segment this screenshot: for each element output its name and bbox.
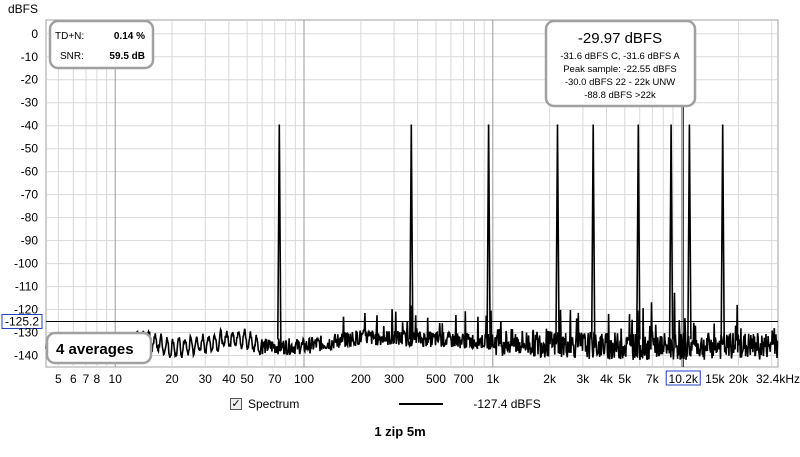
x-tick-label: 10 (109, 372, 123, 386)
noise-floor-trace (45, 292, 779, 361)
cursor-y-label: -125.2 (5, 314, 39, 328)
x-tick-label: 3k (577, 372, 591, 386)
legend-line-swatch (399, 403, 444, 405)
harmonic-peak (720, 124, 725, 340)
y-tick-label: -70 (21, 188, 39, 202)
cursor-x-label-box (665, 370, 701, 386)
harmonic-peak (409, 124, 414, 340)
chart-footer: 1 zip 5m (374, 424, 426, 439)
averages-box: 4 averages (45, 331, 153, 365)
y-tick-label: -60 (21, 165, 39, 179)
x-tick-label: 70 (268, 372, 282, 386)
legend-value: -127.4 dBFS (473, 397, 541, 411)
x-tick-label: 1k (486, 372, 500, 386)
spectrum-checkbox[interactable]: ✓ (230, 397, 242, 410)
x-tick-label: 5k (618, 372, 632, 386)
tdn-label: TD+N: (55, 31, 84, 42)
x-tick-label: 200 (351, 372, 371, 386)
x-tick-label: 300 (384, 372, 404, 386)
tdn-value: 0.14 % (114, 31, 145, 42)
x-tick-label: 2k (543, 372, 557, 386)
legend-series-label: Spectrum (248, 397, 300, 411)
x-tick-label: 7 (83, 372, 90, 386)
x-tick-label: 100 (294, 372, 314, 386)
y-tick-label: -90 (21, 234, 39, 248)
y-tick-label: -40 (21, 119, 39, 133)
x-tick-label: 7k (646, 372, 660, 386)
y-tick-label: -20 (21, 73, 39, 87)
x-tick-label: 15k (705, 372, 725, 386)
y-tick-label: -110 (15, 280, 38, 294)
harmonic-peak (590, 124, 596, 340)
tdn-box: TD+N: 0.14 % SNR: 59.5 dB (48, 19, 155, 70)
y-tick-label: -100 (14, 257, 38, 271)
x-tick-label: 5 (55, 372, 62, 386)
peak-line-4: -88.8 dBFS >22k (584, 90, 656, 101)
x-tick-label: 50 (240, 372, 254, 386)
x-tick-label: 30 (199, 372, 213, 386)
x-tick-label: 20k (729, 372, 749, 386)
x-axis-unit-label: 32.4kHz (756, 372, 800, 386)
x-tick-label: 8 (94, 372, 101, 386)
x-axis: 5 6 7 8 10 20 30 40 50 70 100 200 300 500 700 1k 2k 3k 4k 5… (55, 372, 749, 386)
harmonic-peak (277, 124, 282, 340)
y-axis: 0 -10 -20 -30 -40 -50 -60 -70 -80 -90 -100 -110 -120… (14, 27, 38, 363)
peak-line-2: Peak sample: -22.55 dBFS (563, 64, 677, 75)
y-tick-label: -80 (21, 211, 39, 225)
x-tick-label: 40 (222, 372, 236, 386)
y-tick-label: -10 (21, 50, 39, 64)
x-tick-label: 20 (165, 372, 179, 386)
cursor-x-label: 10.2k (669, 372, 699, 386)
harmonic-peak (486, 124, 491, 340)
y-tick-label: -140 (14, 349, 38, 363)
peak-line-1: -31.6 dBFS C, -31.6 dBFS A (560, 51, 680, 62)
y-axis-label: dBFS (8, 2, 38, 16)
x-tick-label: 700 (454, 372, 474, 386)
harmonic-peak (636, 124, 641, 340)
peak-line-3: -30.0 dBFS 22 - 22k UNW (565, 77, 675, 88)
harmonic-peak (687, 124, 692, 340)
x-tick-label: 4k (600, 372, 614, 386)
harmonic-peak (555, 124, 560, 340)
x-tick-label: 6 (70, 372, 77, 386)
y-tick-label: -130 (14, 326, 38, 340)
y-tick-label: 0 (31, 27, 38, 41)
legend: ✓ Spectrum -127.4 dBFS (230, 396, 541, 412)
y-tick-label: -30 (21, 96, 39, 110)
y-tick-label: -50 (21, 142, 39, 156)
cursor-y-label-box (1, 313, 43, 329)
peak-box: -29.97 dBFS -31.6 dBFS C, -31.6 dBFS A P… (544, 19, 697, 108)
y-tick-label: -120 (14, 303, 38, 317)
peak-level: -29.97 dBFS (578, 30, 662, 47)
snr-value: 59.5 dB (109, 51, 145, 62)
snr-label: SNR: (60, 51, 84, 62)
cursor: -125.2 10.2k (1, 20, 778, 386)
averages-label: 4 averages (56, 341, 134, 358)
x-tick-label: 500 (426, 372, 446, 386)
spectrum-trace (45, 124, 779, 361)
harmonic-peak (668, 124, 674, 340)
